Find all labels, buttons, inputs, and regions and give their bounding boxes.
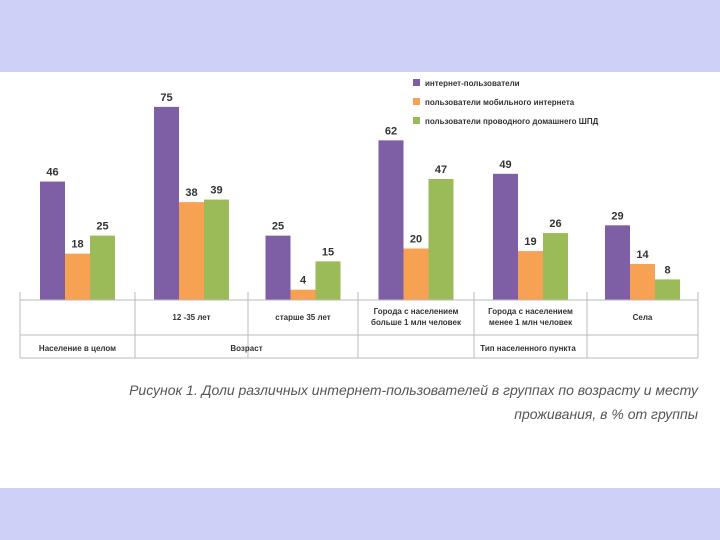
bar-internet-1 <box>154 106 179 300</box>
bar-internet-3 <box>378 140 404 300</box>
legend-swatch-mobile <box>413 98 420 105</box>
value-label-internet-3: 62 <box>385 125 397 137</box>
bar-internet-2 <box>265 235 291 300</box>
value-label-wired-4: 26 <box>549 218 561 230</box>
value-label-mobile-2: 4 <box>300 275 307 287</box>
group-label-0: Население в целом <box>39 344 116 353</box>
bar-chart: 46 18 25 75 38 39 25 4 15 62 20 47 49 19 26 29 14 8 12 -3… <box>19 79 699 359</box>
legend-label-internet: интернет-пользователи <box>425 79 520 88</box>
value-label-mobile-0: 18 <box>71 239 83 251</box>
bar-wired-0 <box>90 235 115 300</box>
bar-wired-3 <box>428 178 454 300</box>
caption-line-1: Рисунок 1. Доли различных интернет-польз… <box>129 382 698 398</box>
value-label-wired-2: 15 <box>322 246 334 258</box>
legend-swatch-internet <box>413 79 420 86</box>
value-label-wired-1: 39 <box>210 185 222 197</box>
bar-wired-5 <box>655 279 680 300</box>
bar-internet-5 <box>605 225 630 300</box>
bar-internet-4 <box>493 173 518 300</box>
value-label-internet-5: 29 <box>611 210 623 222</box>
group-label-2: Тип населенного пункта <box>480 344 576 353</box>
bar-mobile-4 <box>518 251 543 300</box>
value-label-mobile-1: 38 <box>185 187 197 199</box>
legend-swatch-wired <box>413 117 420 124</box>
value-label-internet-2: 25 <box>272 221 284 233</box>
bar-wired-1 <box>204 199 229 300</box>
value-label-mobile-5: 14 <box>636 249 649 261</box>
bar-internet-0 <box>40 181 65 300</box>
legend-label-wired: пользователи проводного домашнего ШПД <box>425 117 599 126</box>
value-labels-layer: 46 18 25 75 38 39 25 4 15 62 20 47 49 19 26 29 14 8 <box>46 92 670 287</box>
value-label-internet-1: 75 <box>160 92 172 104</box>
bar-mobile-2 <box>290 289 316 300</box>
value-label-wired-3: 47 <box>435 164 447 176</box>
figure-caption: Рисунок 1. Доли различных интернет-польз… <box>58 378 698 426</box>
category-label-2: старше 35 лет <box>275 313 330 322</box>
value-label-mobile-3: 20 <box>410 234 422 246</box>
bottom-band <box>0 488 720 540</box>
category-label-5: Села <box>633 313 653 322</box>
value-label-wired-0: 25 <box>96 221 108 233</box>
category-label-1: 12 -35 лет <box>172 313 210 322</box>
category-label-4: Города с населением менее 1 млн человек <box>488 307 573 327</box>
group-label-1: Возраст <box>230 344 262 353</box>
category-label-3: Города с населением больше 1 млн человек <box>371 307 462 327</box>
bar-wired-4 <box>543 233 568 300</box>
legend-label-mobile: пользователи мобильного интернета <box>425 98 575 107</box>
value-label-internet-4: 49 <box>499 159 511 171</box>
category-axis: 12 -35 лет старше 35 лет Города с населени… <box>19 292 699 359</box>
top-band <box>0 0 720 72</box>
bars-layer <box>40 106 680 300</box>
value-label-wired-5: 8 <box>664 264 670 276</box>
bar-wired-2 <box>315 261 341 300</box>
bar-mobile-5 <box>630 263 655 300</box>
legend: интернет-пользователи пользователи мобиль… <box>413 79 599 126</box>
bar-mobile-1 <box>179 202 204 300</box>
value-label-internet-0: 46 <box>46 167 58 179</box>
bar-mobile-0 <box>65 253 90 300</box>
bar-mobile-3 <box>403 248 429 300</box>
caption-line-2: проживания, в % от группы <box>514 406 698 422</box>
value-label-mobile-4: 19 <box>524 236 536 248</box>
